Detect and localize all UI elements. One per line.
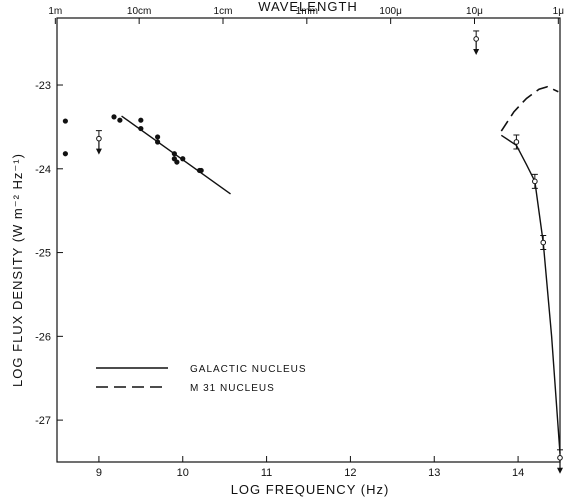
data-point: [62, 118, 68, 124]
legend-label-galactic: GALACTIC NUCLEUS: [190, 364, 307, 375]
x-tick-label: 9: [96, 467, 102, 479]
x-tick-label: 11: [261, 467, 272, 479]
top-tick-label: 1m: [48, 6, 62, 17]
ir-data-point: [513, 139, 520, 145]
top-tick-label: 1μ: [553, 6, 565, 17]
legend-label-m31: M 31 NUCLEUS: [190, 383, 275, 394]
y-tick-label: -23: [35, 80, 51, 92]
y-tick-label: -25: [35, 248, 51, 260]
series-layer: [62, 30, 563, 474]
ir-data-point: [540, 239, 547, 246]
top-axis-title: WAVELENGTH: [258, 0, 358, 14]
y-axis: LOG FLUX DENSITY (W m⁻² Hz⁻¹) -23 -24 -25 -…: [10, 80, 63, 427]
data-point: [174, 159, 180, 165]
upper-limit-point: [557, 455, 563, 461]
upper-limit-point: [473, 36, 479, 42]
x-axis-title: LOG FREQUENCY (Hz): [231, 482, 390, 497]
top-tick-label: 100μ: [379, 6, 402, 17]
plot-border: [56, 17, 561, 463]
data-point: [198, 167, 204, 174]
y-tick-label: -27: [35, 415, 51, 427]
data-point: [155, 139, 161, 145]
top-wavelength-axis: WAVELENGTH 1m 10cm 1cm 1mm 100μ 10μ 1μ: [48, 0, 564, 24]
data-point: [62, 151, 68, 157]
y-axis-title: LOG FLUX DENSITY (W m⁻² Hz⁻¹): [10, 153, 25, 387]
data-point: [138, 117, 144, 123]
x-tick-label: 12: [344, 467, 356, 479]
ir-data-point: [532, 178, 538, 185]
plot-frame: [56, 17, 561, 463]
legend: GALACTIC NUCLEUS M 31 NUCLEUS: [96, 364, 307, 394]
top-tick-label: 10μ: [466, 6, 483, 17]
upper-limit-arrow-head: [95, 148, 102, 155]
data-point: [117, 117, 123, 123]
upper-limit-arrow-head: [473, 48, 480, 55]
x-tick-label: 13: [428, 467, 440, 479]
data-point: [111, 114, 117, 120]
top-tick-label: 1mm: [296, 6, 318, 17]
data-point: [155, 134, 161, 140]
y-tick-label: -26: [35, 331, 51, 343]
m31-nucleus-line: [500, 85, 559, 132]
data-point: [180, 156, 186, 162]
x-tick-label: 10: [177, 467, 189, 479]
x-axis: LOG FREQUENCY (Hz) 9 10 11 12 13 14: [96, 456, 524, 497]
top-tick-label: 1cm: [214, 6, 233, 17]
y-tick-label: -24: [35, 164, 51, 176]
galactic-ir-fit-line: [500, 134, 561, 454]
top-tick-label: 10cm: [127, 6, 151, 17]
upper-limit-arrow-head: [557, 467, 563, 474]
upper-limit-point: [96, 135, 102, 142]
data-point: [171, 151, 177, 157]
data-point: [138, 125, 144, 132]
x-tick-label: 14: [512, 467, 524, 479]
